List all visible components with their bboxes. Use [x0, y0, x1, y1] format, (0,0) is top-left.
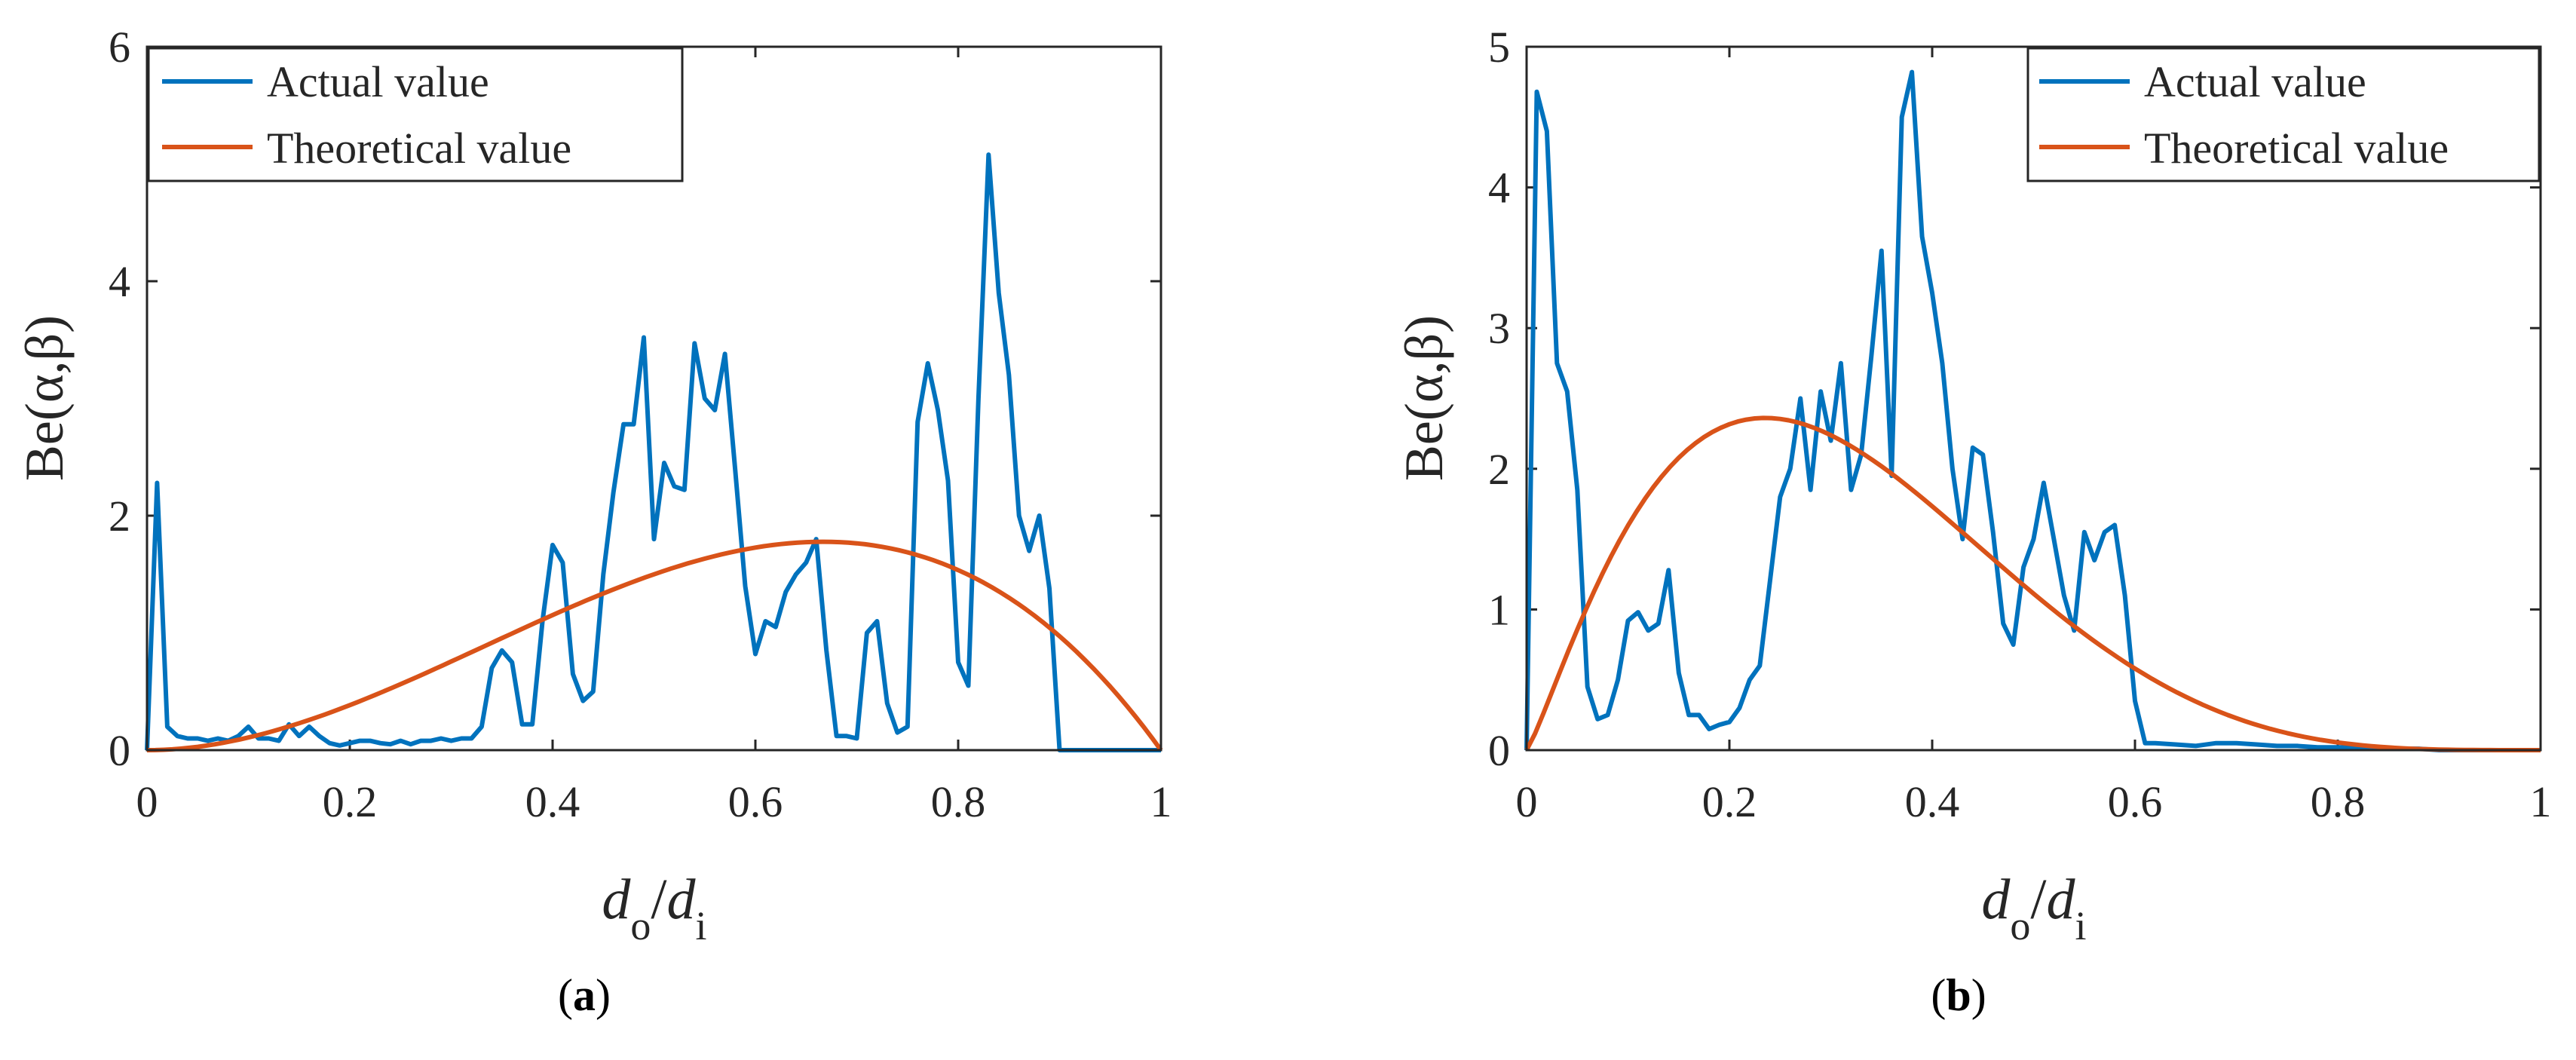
series-lines — [145, 152, 1163, 752]
caption-close: ) — [1971, 970, 1986, 1020]
series-line-actual — [1524, 69, 2541, 752]
legend-label-actual: Actual value — [2144, 57, 2366, 106]
x-tick-label: 0 — [136, 777, 158, 826]
y-axis-label: Be(α,β) — [1394, 315, 1454, 481]
plot-frame — [145, 45, 1162, 752]
x-tick-label: 1 — [1150, 777, 1172, 826]
legend-label-theoretical: Theoretical value — [2144, 124, 2449, 173]
series-lines — [1524, 69, 2541, 752]
x-tick-label: 0.4 — [1905, 777, 1960, 826]
caption-letter: a — [573, 970, 596, 1020]
y-tick-label: 4 — [109, 257, 130, 306]
tick-labels: 0 0.2 0.4 0.6 0.8 1 0 1 2 3 4 5 — [1488, 23, 2552, 826]
y-tick-label: 3 — [1488, 304, 1510, 353]
plot-frame — [1525, 45, 2542, 752]
x-tick-label: 0.6 — [2108, 777, 2163, 826]
y-tick-label: 2 — [109, 492, 130, 541]
x-tick-label: 0 — [1516, 777, 1538, 826]
panel-caption-b: (b) — [1931, 970, 1986, 1020]
x-tick-label: 0.6 — [728, 777, 783, 826]
y-axis-label: Be(α,β) — [14, 315, 75, 481]
x-tick-label: 0.4 — [525, 777, 580, 826]
series-line-actual — [145, 152, 1161, 752]
legend-label-actual: Actual value — [267, 57, 489, 106]
x-label-slash: / — [2030, 868, 2047, 931]
legend-box — [2026, 47, 2541, 182]
y-tick-label: 6 — [109, 23, 130, 72]
legend-label-theoretical: Theoretical value — [267, 124, 571, 173]
y-tick-label: 1 — [1488, 585, 1510, 634]
caption-open: ( — [558, 970, 573, 1020]
legend-box — [147, 47, 684, 182]
x-label-d2: d — [667, 868, 697, 931]
legend: Actual value Theoretical value — [2026, 47, 2541, 182]
x-axis-label: do/di — [602, 868, 706, 948]
series-line-theoretical — [146, 539, 1163, 752]
series-line-theoretical — [1524, 415, 2541, 752]
chart-panel-b: 0 0.2 0.4 0.6 0.8 1 0 1 2 3 4 5 Actual value Theore… — [1394, 23, 2552, 1020]
x-tick-label: 0.2 — [323, 777, 378, 826]
caption-letter: b — [1946, 970, 1971, 1020]
caption-close: ) — [596, 970, 611, 1020]
chart-panel-a: 0 0.2 0.4 0.6 0.8 1 0 2 4 6 Actual value Theoreti… — [14, 23, 1172, 1020]
y-tick-label: 5 — [1488, 23, 1510, 72]
x-label-sub-o: o — [2010, 903, 2030, 948]
x-axis-label: do/di — [1981, 868, 2086, 948]
y-tick-label: 4 — [1488, 164, 1510, 213]
x-tick-label: 0.8 — [931, 777, 986, 826]
x-label-d2: d — [2047, 868, 2076, 931]
x-tick-label: 0.8 — [2311, 777, 2366, 826]
tick-labels: 0 0.2 0.4 0.6 0.8 1 0 2 4 6 — [109, 23, 1172, 826]
caption-open: ( — [1931, 970, 1946, 1020]
x-tick-label: 0.2 — [1702, 777, 1757, 826]
x-label-sub-i: i — [2075, 903, 2087, 948]
x-label-d1: d — [602, 868, 631, 931]
panel-caption-a: (a) — [558, 970, 611, 1020]
y-tick-label: 2 — [1488, 445, 1510, 494]
x-label-slash: / — [651, 868, 667, 931]
x-label-sub-o: o — [630, 903, 651, 948]
x-label-sub-i: i — [696, 903, 707, 948]
y-tick-label: 0 — [1488, 726, 1510, 775]
x-tick-label: 1 — [2530, 777, 2552, 826]
y-tick-label: 0 — [109, 726, 130, 775]
x-label-d1: d — [1981, 868, 2011, 931]
legend: Actual value Theoretical value — [147, 47, 684, 182]
